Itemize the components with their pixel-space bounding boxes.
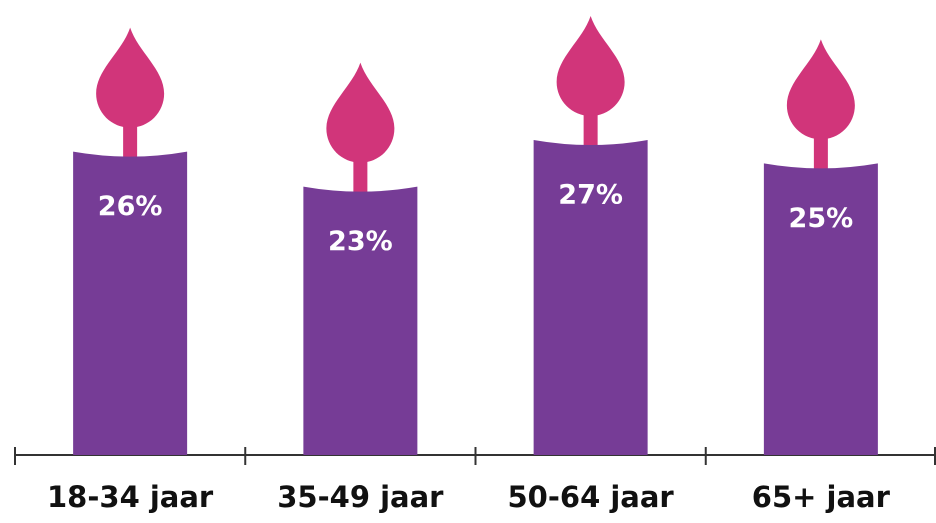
chart: 26% 18-34 jaar 23% 35-49 jaar 27% 50-64 jaar 2… — [0, 0, 936, 519]
flame — [787, 39, 855, 139]
x-tick-label: 18-34 jaar — [47, 480, 214, 514]
flame — [96, 28, 164, 128]
value-label: 27% — [558, 180, 623, 211]
x-tick-label: 50-64 jaar — [508, 480, 675, 514]
x-tick-label: 35-49 jaar — [277, 480, 444, 514]
flame — [557, 16, 625, 116]
x-tick-label: 65+ jaar — [752, 480, 891, 514]
flame — [326, 63, 394, 163]
value-label: 26% — [98, 191, 163, 222]
page: {"chart_data": {"type": "candle-bar", "c… — [0, 0, 936, 519]
value-label: 23% — [328, 226, 393, 257]
value-label: 25% — [789, 203, 854, 234]
